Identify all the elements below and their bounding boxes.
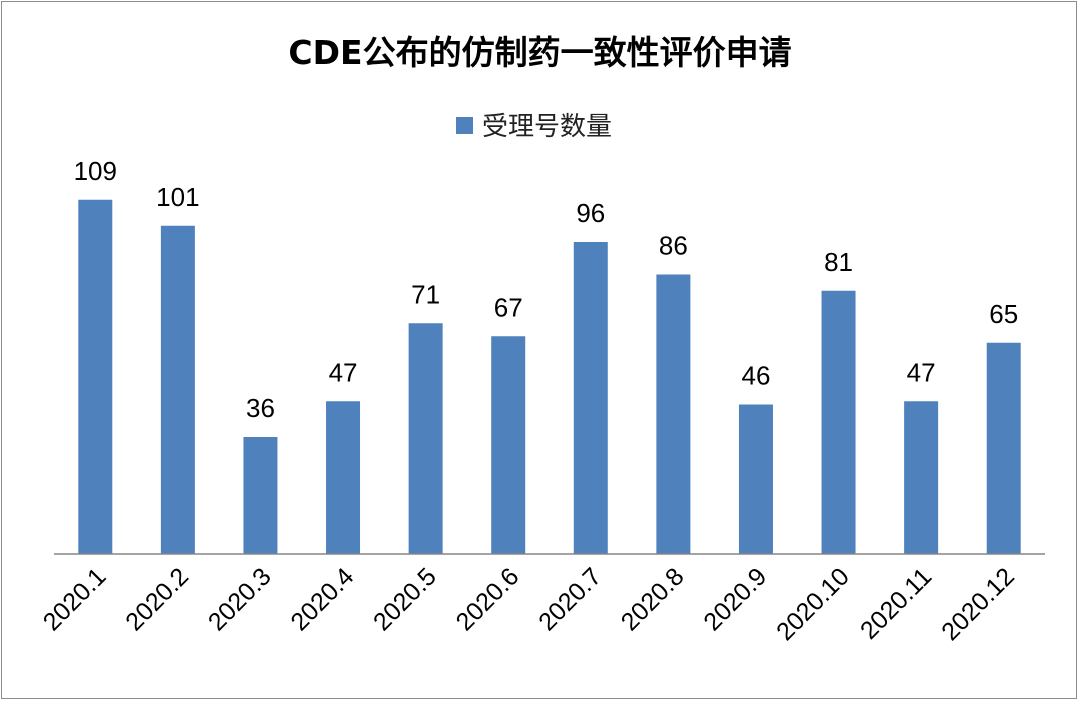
x-tick-label-2020.6: 2020.6 [451, 562, 525, 636]
x-tick-label-2020.5: 2020.5 [368, 562, 442, 636]
x-tick-label-2020.11: 2020.11 [855, 562, 937, 644]
bar-2020.6 [491, 336, 526, 554]
bar-2020.5 [408, 323, 443, 554]
x-tick-labels-group: 2020.1 2020.2 2020.3 2020.4 2020.5 2020.6 2020… [38, 562, 1020, 646]
value-label-2020.12: 65 [989, 299, 1018, 329]
value-label-2020.3: 36 [246, 393, 275, 423]
legend-swatch [456, 117, 473, 134]
bar-2020.7 [573, 242, 608, 554]
bar-2020.12 [986, 342, 1021, 554]
x-tick-label-2020.9: 2020.9 [698, 562, 772, 636]
bar-2020.2 [160, 225, 195, 554]
value-label-2020.4: 47 [329, 357, 358, 387]
bar-2020.10 [821, 290, 856, 554]
bar-2020.4 [326, 401, 361, 554]
legend-label: 受理号数量 [482, 112, 612, 142]
value-label-2020.7: 96 [576, 198, 605, 228]
x-tick-label-2020.1: 2020.1 [38, 562, 112, 636]
x-tick-label-2020.7: 2020.7 [533, 562, 607, 636]
legend: 受理号数量 [456, 112, 612, 142]
x-tick-label-2020.8: 2020.8 [616, 562, 690, 636]
bar-2020.3 [243, 437, 278, 554]
value-label-2020.8: 86 [659, 231, 688, 261]
value-label-2020.6: 67 [494, 292, 523, 322]
bar-2020.8 [656, 274, 691, 554]
value-label-2020.11: 47 [907, 357, 936, 387]
x-tick-label-2020.10: 2020.10 [771, 562, 855, 646]
bars-group [78, 199, 1021, 554]
value-label-2020.1: 109 [74, 156, 117, 186]
x-tick-label-2020.4: 2020.4 [285, 562, 359, 636]
value-label-2020.9: 46 [741, 361, 770, 391]
value-label-2020.2: 101 [156, 182, 199, 212]
x-tick-label-2020.2: 2020.2 [120, 562, 194, 636]
x-tick-label-2020.3: 2020.3 [203, 562, 277, 636]
chart-title: CDE公布的仿制药一致性评价申请 [288, 33, 791, 72]
value-labels-group: 109 101 36 47 71 67 96 86 46 81 47 65 [74, 156, 1019, 423]
bar-2020.1 [78, 199, 113, 554]
bar-2020.11 [904, 401, 939, 554]
value-label-2020.10: 81 [824, 247, 853, 277]
x-tick-label-2020.12: 2020.12 [936, 562, 1020, 646]
value-label-2020.5: 71 [411, 279, 440, 309]
bar-2020.9 [738, 404, 773, 554]
